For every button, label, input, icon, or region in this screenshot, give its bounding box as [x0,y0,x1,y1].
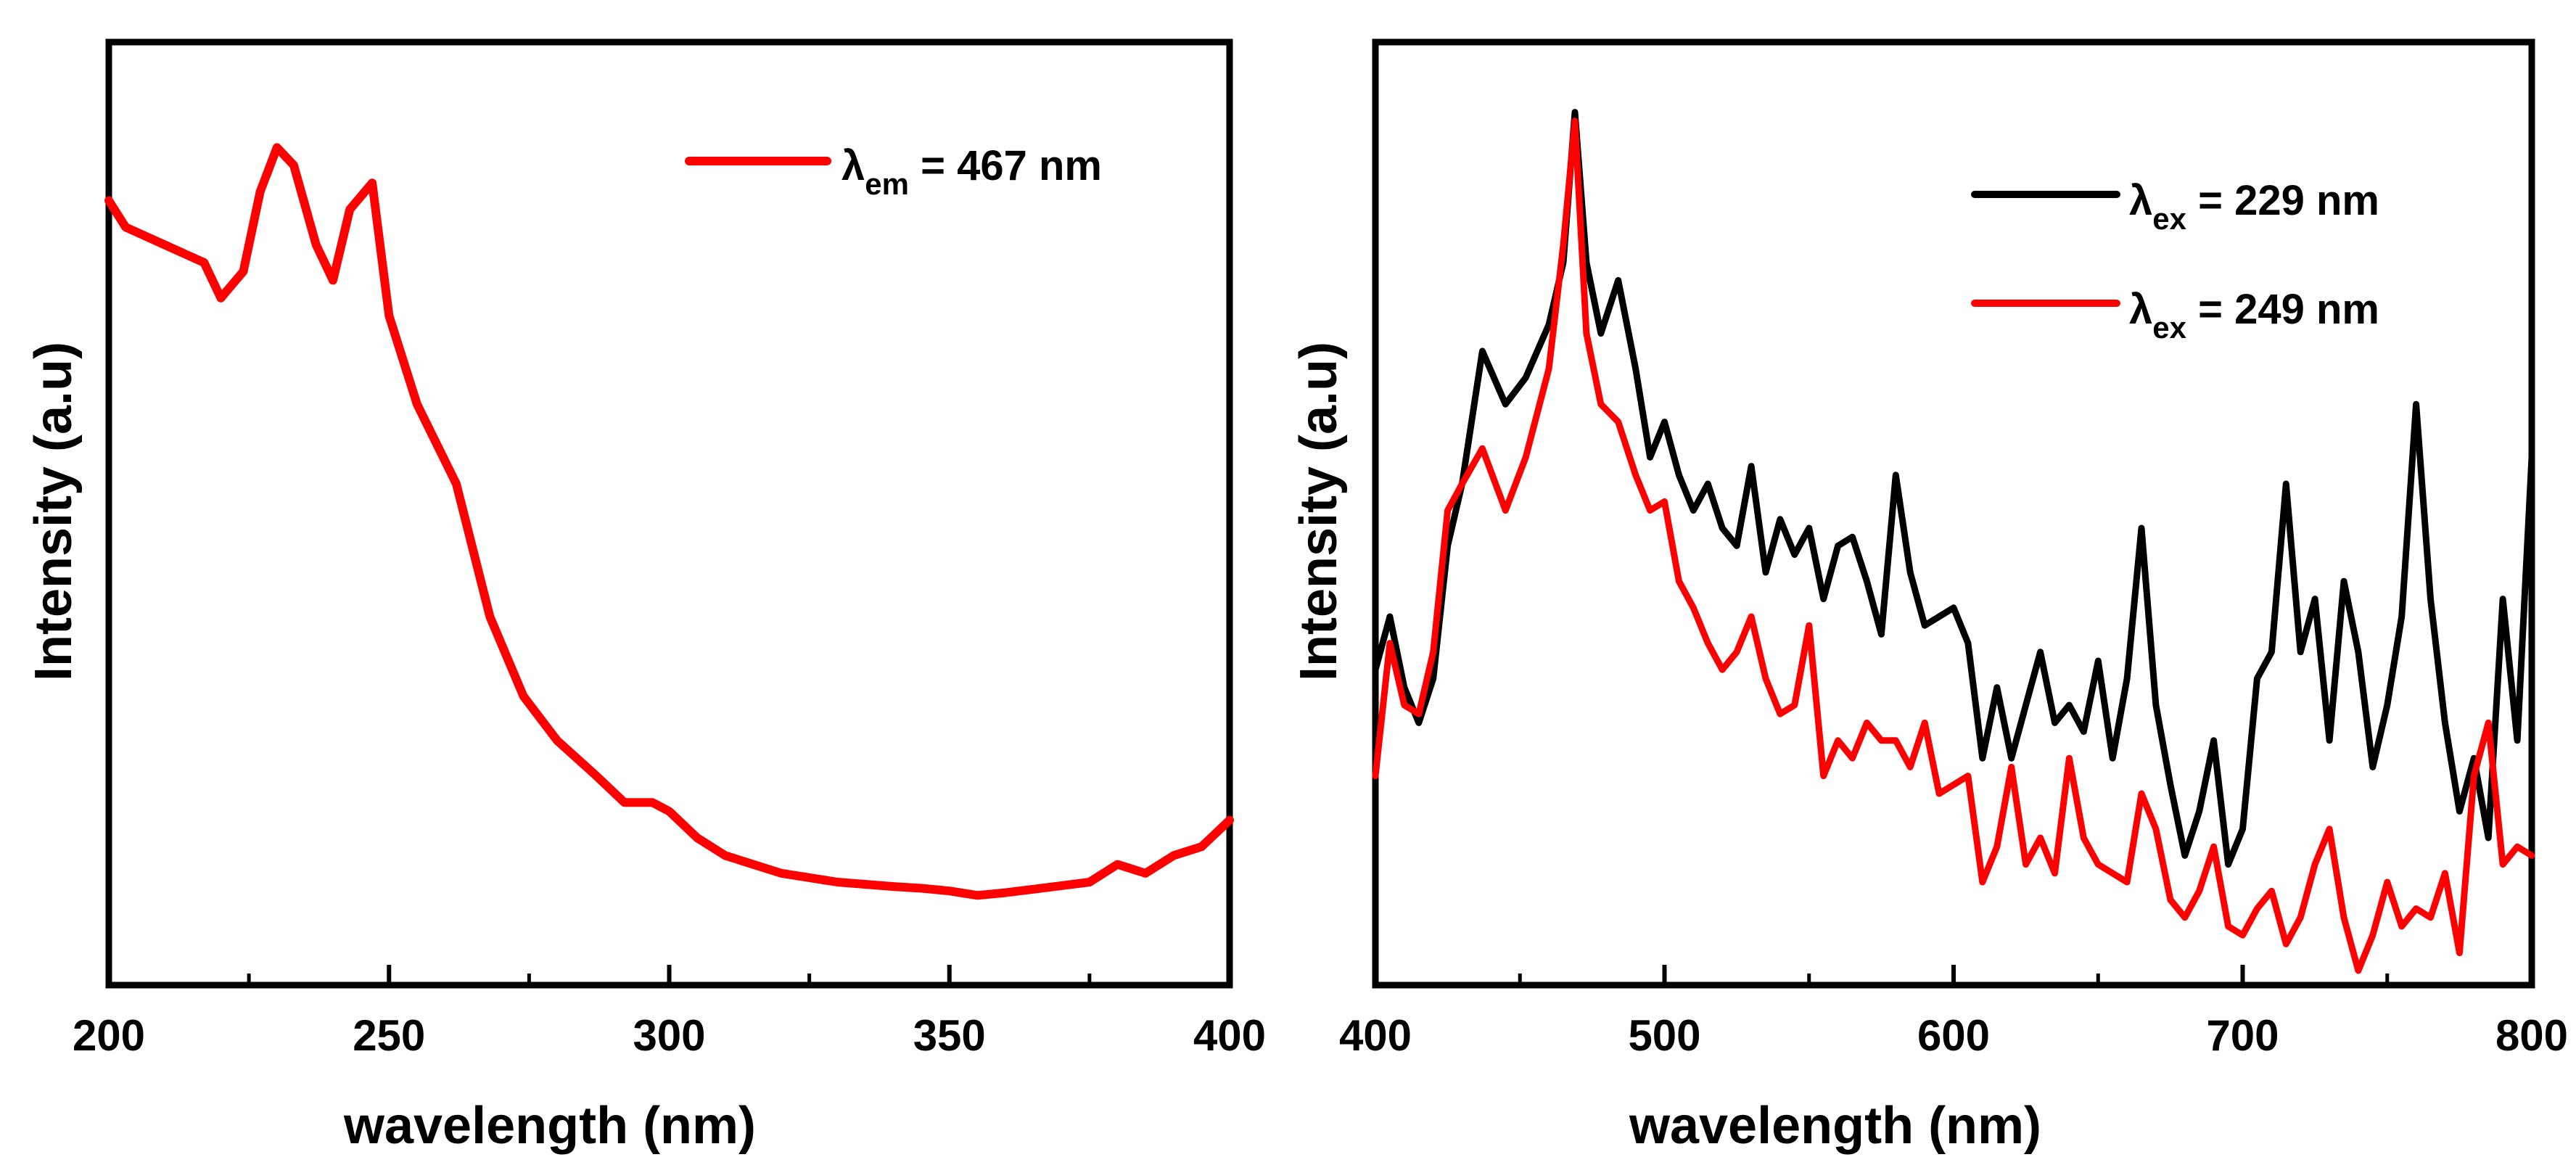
legend-subscript: ex [2152,202,2186,236]
left-x-tick-label-200: 200 [73,1011,145,1060]
left-x-tick-label-250: 250 [353,1011,425,1060]
left-x-tick-label-300: 300 [633,1011,705,1060]
right-x-tick-label-800: 800 [2495,1011,2568,1060]
legend-lambda-symbol: λ [2129,177,2152,224]
legend-value: = 467 nm [909,142,1102,189]
legend-lambda-symbol: λ [2129,286,2152,333]
left-legend-label-em: λem = 467 nm [841,142,1102,201]
right-chart: 400 500 600 700 800 wavelength (nm) Inte… [1290,38,2568,1155]
left-x-axis-title: wavelength (nm) [343,1097,756,1155]
legend-value: = 249 nm [2186,286,2379,333]
right-y-axis-title: Intensity (a.u) [1290,342,1348,681]
left-chart: 200 250 300 350 400 wavelength (nm) Inte… [25,38,1266,1155]
right-x-ticks [1373,965,2534,985]
legend-lambda-symbol: λ [841,142,865,189]
right-x-tick-label-500: 500 [1628,1011,1700,1060]
right-x-tick-label-600: 600 [1917,1011,1990,1060]
left-x-tick-label-400: 400 [1193,1011,1266,1060]
legend-subscript: em [865,167,909,201]
legend-subscript: ex [2152,310,2186,345]
left-y-axis-title: Intensity (a.u) [25,342,83,681]
right-legend-label-ex-249: λex = 249 nm [2129,286,2379,345]
right-x-tick-label-400: 400 [1339,1011,1412,1060]
right-legend-label-ex-229: λex = 229 nm [2129,177,2379,236]
left-x-tick-label-350: 350 [913,1011,986,1060]
right-x-axis-title: wavelength (nm) [1629,1097,2041,1155]
left-series-em-467-line [104,143,1234,900]
right-series-ex-249-line [1372,118,2535,974]
right-series-ex-229-line [1372,109,2535,868]
left-x-ticks [107,965,1232,985]
right-x-tick-label-700: 700 [2206,1011,2279,1060]
legend-value: = 229 nm [2186,177,2379,224]
